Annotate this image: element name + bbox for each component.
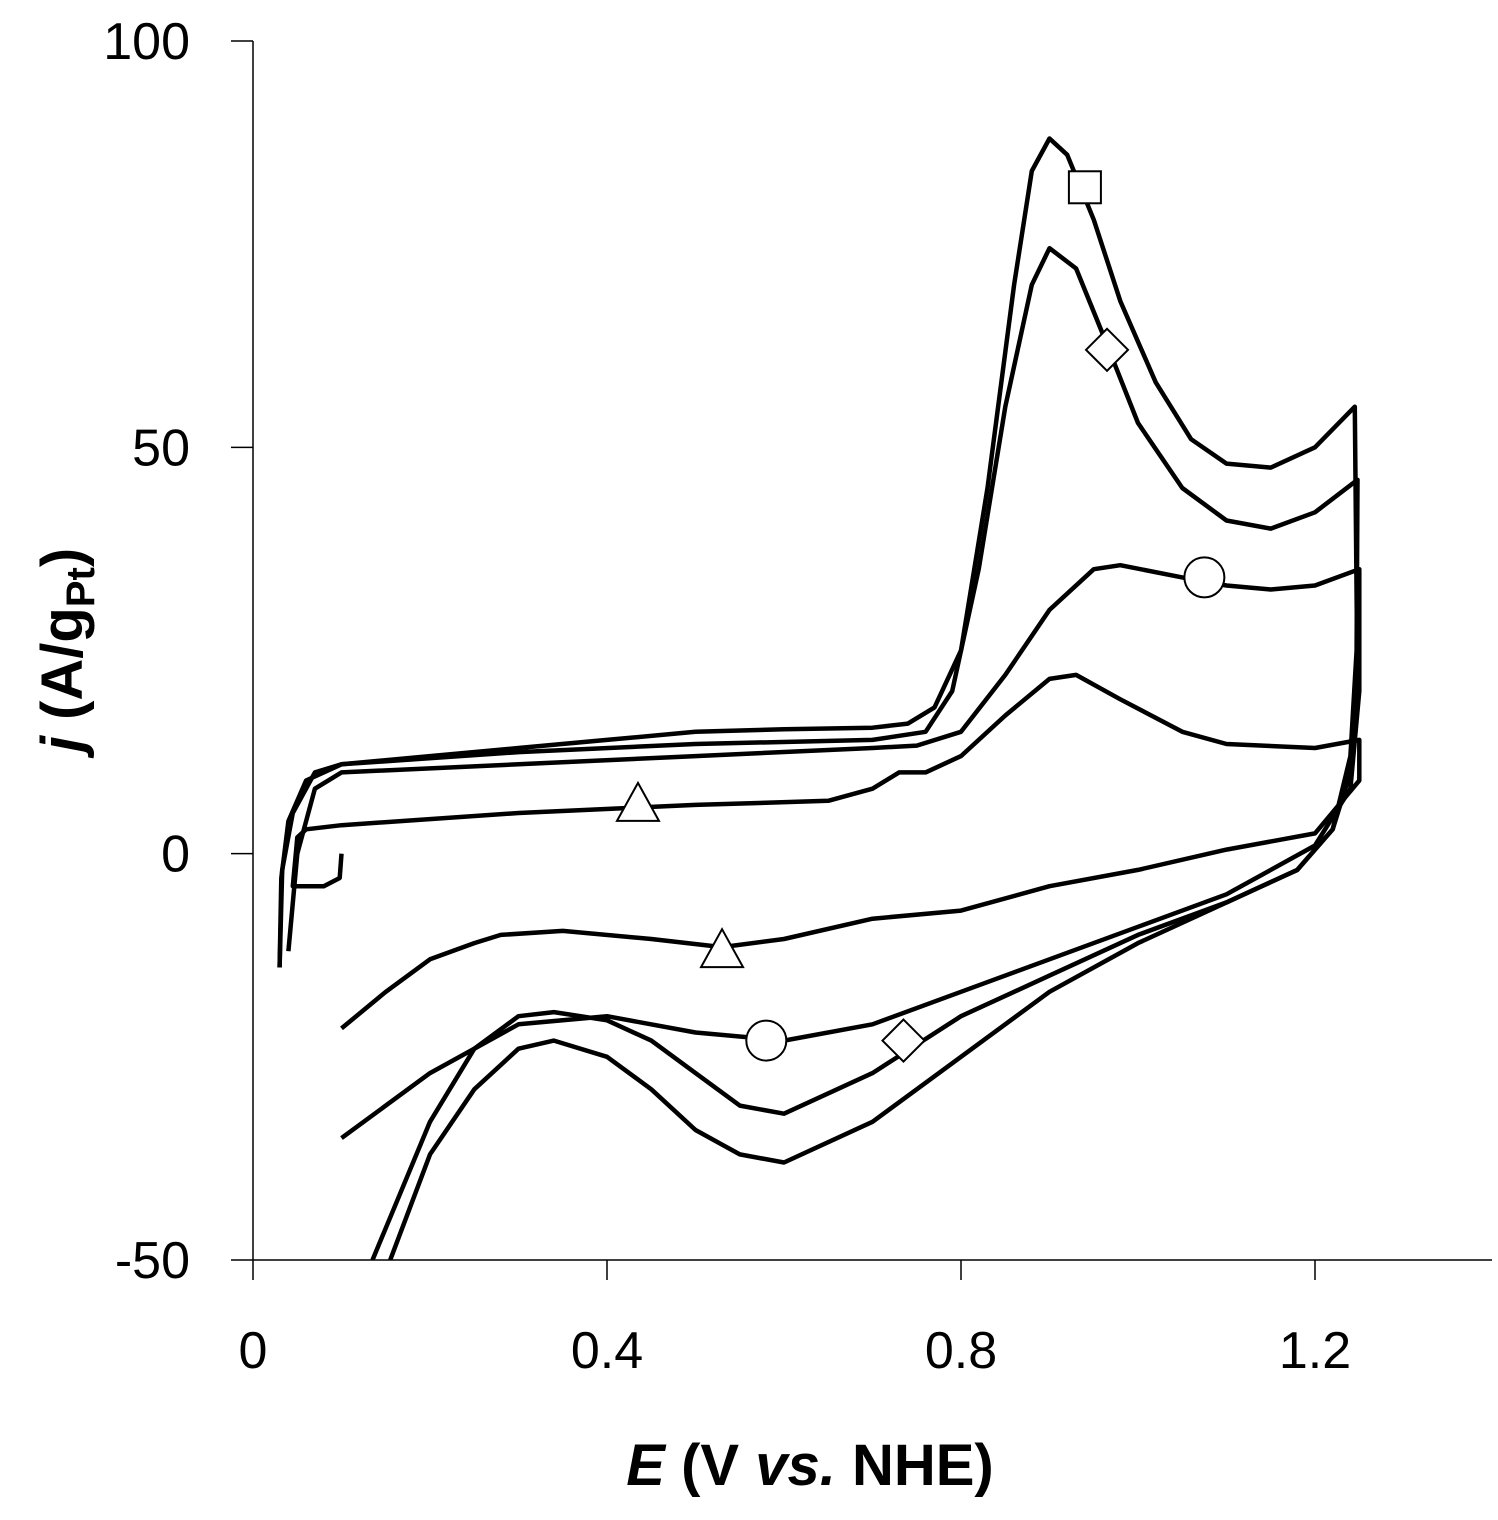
cv-curve <box>286 562 1362 1140</box>
cv-curve <box>277 136 1360 1260</box>
x-title-part: E <box>626 1433 667 1498</box>
marker-circle <box>745 1019 788 1062</box>
x-tick-label: 0 <box>239 1322 268 1380</box>
cv-curve <box>290 672 1362 1031</box>
y-tick-label: 100 <box>103 13 190 71</box>
y-title-part: j <box>30 734 95 759</box>
marker-circle <box>1183 556 1226 599</box>
x-title-part: vs. <box>755 1433 836 1498</box>
x-title-part: NHE) <box>836 1433 994 1498</box>
y-title-part: Pt <box>59 567 103 607</box>
marker-square <box>1067 170 1102 205</box>
x-axis-title: E (V vs. NHE) <box>626 1433 993 1498</box>
x-tick-label: 1.2 <box>1279 1322 1351 1380</box>
y-tick-label: 0 <box>161 826 190 884</box>
x-tick-label: 0.4 <box>571 1322 643 1380</box>
y-axis-title: j (A/gPt) <box>30 548 103 759</box>
x-title-part: (V <box>665 1433 755 1498</box>
y-title-part: ) <box>30 548 95 567</box>
marker-triangle <box>615 780 661 822</box>
y-tick-label: -50 <box>115 1232 190 1290</box>
y-title-part: (A/g <box>30 607 95 736</box>
x-tick-label: 0.8 <box>925 1322 997 1380</box>
marker-triangle <box>699 927 745 969</box>
cv-curve <box>277 245 1360 1260</box>
marker-diamond <box>881 1018 926 1063</box>
y-tick-label: 50 <box>132 419 190 477</box>
marker-diamond <box>1084 327 1130 373</box>
